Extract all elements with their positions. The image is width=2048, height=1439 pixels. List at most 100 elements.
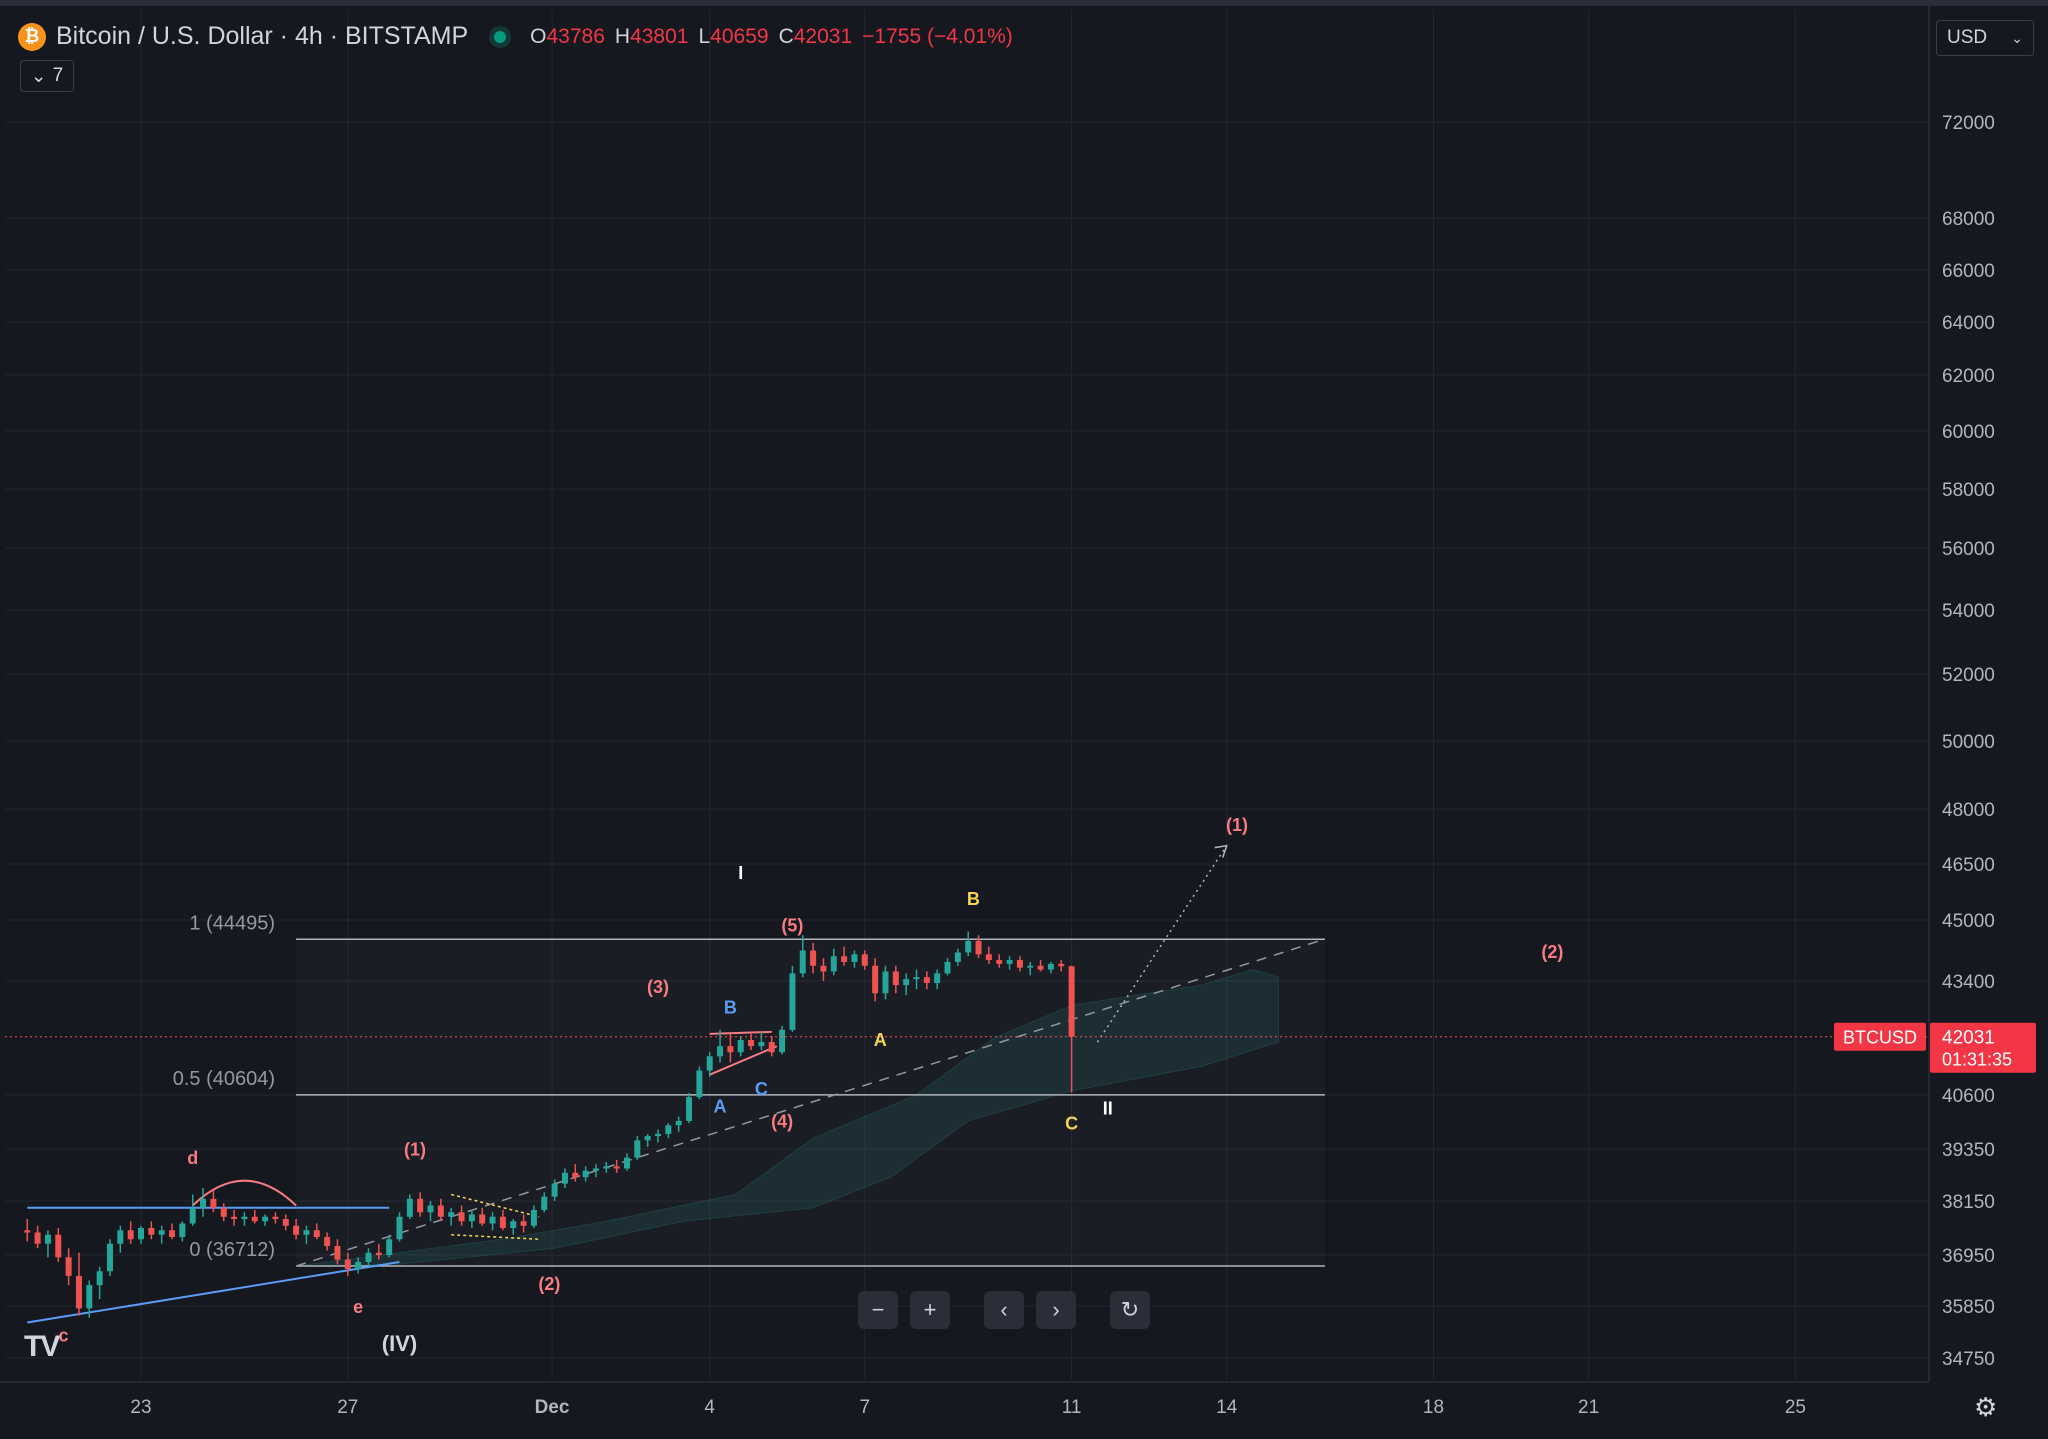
candle-body (427, 1205, 434, 1213)
y-tick-label: 64000 (1942, 313, 1995, 334)
d-arc[interactable] (192, 1179, 297, 1207)
trendline-b-triangle-bottom[interactable] (709, 1045, 778, 1076)
candle-body (675, 1120, 682, 1126)
candle-body (934, 973, 941, 984)
fib-zone (296, 939, 1325, 1267)
candle-body (520, 1221, 527, 1226)
candle-body (623, 1157, 630, 1169)
wave-label[interactable]: B (724, 998, 737, 1018)
candle-body (944, 961, 951, 974)
wave-label[interactable]: e (353, 1297, 363, 1317)
candle-body (686, 1097, 693, 1121)
indicators-collapse-button[interactable]: ⌄ 7 (20, 60, 74, 92)
trendline-blue-support[interactable] (27, 1260, 400, 1324)
candle-body (1016, 960, 1023, 968)
candle-body (169, 1230, 176, 1237)
candle-body (551, 1183, 558, 1197)
symbol-tag-bg (1834, 1022, 1926, 1051)
wave-label[interactable]: C (1065, 1114, 1078, 1134)
time-axis-bg (0, 1382, 2048, 1434)
candle-body (561, 1172, 568, 1184)
candle-body (613, 1166, 620, 1169)
x-tick-label: 23 (130, 1397, 151, 1418)
low-value: 40659 (710, 24, 769, 48)
wave-label[interactable]: (1) (1226, 815, 1248, 835)
y-tick-label: 58000 (1942, 480, 1995, 501)
candle-body (706, 1056, 713, 1071)
x-tick-label: Dec (535, 1397, 570, 1418)
candle-body (355, 1261, 362, 1269)
x-tick-label: 25 (1785, 1397, 1806, 1418)
x-tick-label: 14 (1216, 1397, 1238, 1418)
wave-label[interactable]: (1) (404, 1140, 426, 1160)
wave-label[interactable]: C (755, 1079, 768, 1099)
candles (24, 931, 1075, 1318)
y-tick-label: 36950 (1942, 1246, 1995, 1267)
candle-body (665, 1125, 672, 1134)
candle-body (892, 971, 899, 986)
candle-body (913, 977, 920, 980)
wave-label[interactable]: A (714, 1096, 727, 1116)
candle-body (1068, 966, 1075, 1037)
candle-body (748, 1040, 755, 1047)
candle-body (592, 1168, 599, 1171)
candle-body (655, 1133, 661, 1137)
wave-label[interactable]: A (874, 1030, 887, 1050)
candle-body (148, 1228, 155, 1235)
candle-body (903, 979, 910, 986)
candle-body (272, 1216, 279, 1219)
candle-body (499, 1216, 506, 1228)
wave-label[interactable]: d (187, 1148, 198, 1168)
candle-body (138, 1228, 144, 1240)
candle-body (1058, 963, 1065, 967)
candle-body (282, 1219, 289, 1226)
fib-label: 0.5 (40604) (173, 1068, 275, 1090)
candle-body (406, 1198, 413, 1217)
y-tick-label: 43400 (1942, 972, 1995, 993)
candle-body (468, 1214, 475, 1222)
close-key: C (778, 24, 794, 48)
wave-label[interactable]: I (738, 863, 743, 883)
low-key: L (698, 24, 711, 48)
zoom-out-button[interactable]: − (858, 1291, 898, 1329)
reset-chart-button[interactable]: ↻ (1110, 1291, 1150, 1329)
candle-body (251, 1216, 258, 1222)
candle-body (55, 1234, 62, 1258)
scroll-left-button[interactable]: ‹ (984, 1291, 1024, 1329)
candle-body (375, 1252, 382, 1255)
zoom-in-button[interactable]: + (910, 1291, 950, 1329)
wave-label[interactable]: (IV) (382, 1331, 417, 1356)
fib-label: 1 (44495) (189, 912, 275, 934)
gear-icon[interactable]: ⚙ (1974, 1392, 1998, 1422)
wave-label[interactable]: II (1103, 1098, 1113, 1118)
x-tick-label: 21 (1578, 1397, 1599, 1418)
candle-body (65, 1257, 72, 1276)
tradingview-logo[interactable]: TV (24, 1330, 60, 1363)
y-tick-label: 68000 (1942, 209, 1995, 230)
open-key: O (530, 24, 547, 48)
candle-body (758, 1042, 765, 1047)
candle-body (365, 1252, 372, 1262)
wave-label[interactable]: (2) (538, 1274, 560, 1294)
wave-label[interactable]: B (967, 889, 980, 909)
market-status-icon (494, 30, 507, 43)
symbol-title[interactable]: Bitcoin / U.S. Dollar · 4h · BITSTAMP (56, 22, 469, 50)
trendline-wave2-triangle-bottom[interactable] (451, 1234, 540, 1240)
wave-label[interactable]: (5) (781, 915, 803, 935)
wave-label[interactable]: c (58, 1325, 68, 1345)
y-tick-label: 45000 (1942, 911, 1995, 932)
wave-label[interactable]: (3) (647, 977, 669, 997)
candle-body (882, 971, 889, 994)
candle-body (75, 1275, 82, 1309)
wave-label[interactable]: (2) (1541, 942, 1563, 962)
wave-label[interactable]: (4) (771, 1111, 793, 1131)
scroll-right-button[interactable]: › (1036, 1291, 1076, 1329)
indicator-count: 7 (52, 65, 64, 86)
price-tag-bg (1930, 1022, 2036, 1073)
candle-body (965, 940, 972, 953)
candle-body (510, 1221, 517, 1228)
candle-body (572, 1172, 579, 1178)
currency-select[interactable]: USD ⌄ (1936, 20, 2034, 56)
